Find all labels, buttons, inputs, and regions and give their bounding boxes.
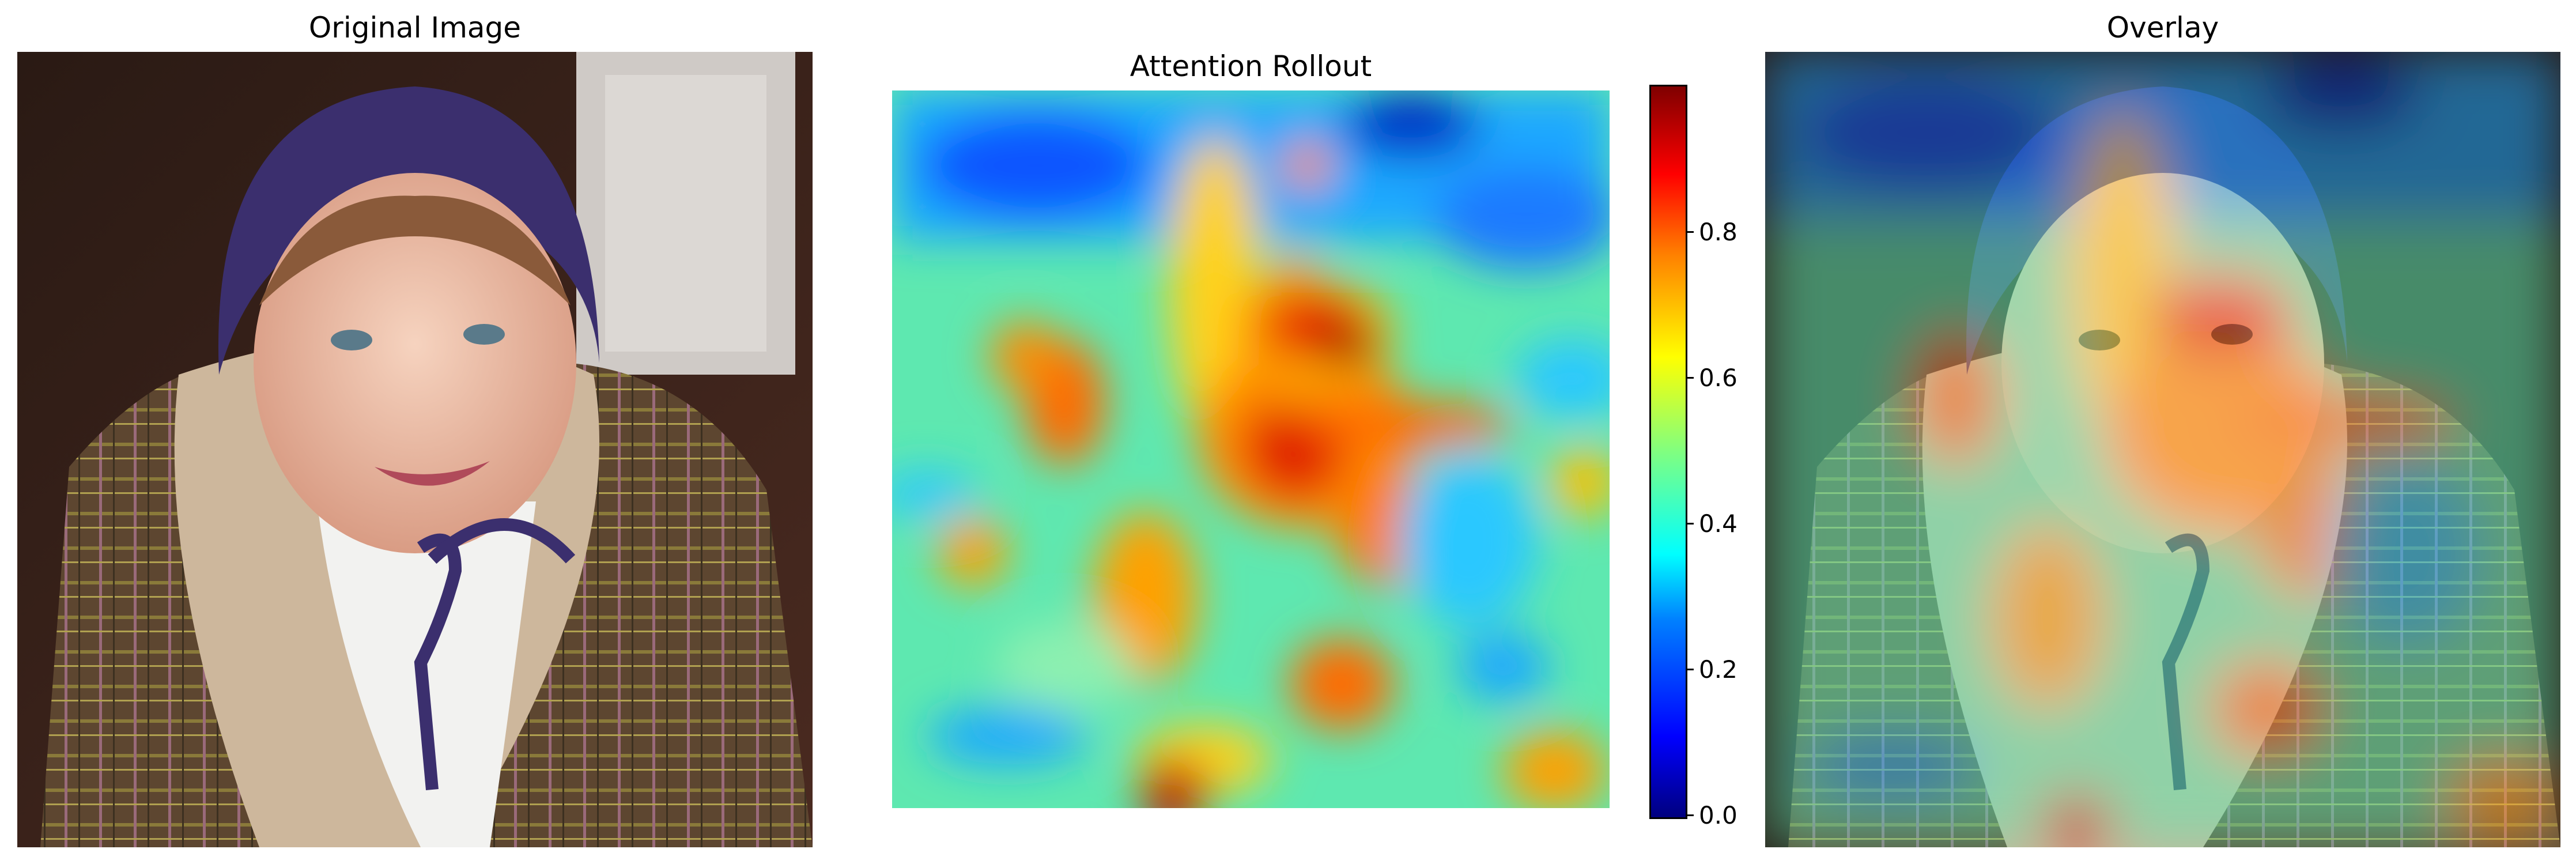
colorbar-tick-mark (1686, 523, 1694, 525)
overlay-image (1765, 52, 2560, 847)
colorbar-tick-label: 0.8 (1699, 218, 1738, 246)
colorbar-tick-mark (1686, 377, 1694, 379)
colorbar-tick-mark (1686, 231, 1694, 233)
attention-rollout-title: Attention Rollout (1130, 50, 1372, 83)
colorbar-tick-label: 0.0 (1699, 801, 1738, 829)
colorbar-tick-mark (1686, 814, 1694, 816)
overlay-title: Overlay (2106, 11, 2219, 44)
colorbar-tick-label: 0.4 (1699, 510, 1738, 538)
attention-heatmap (892, 90, 1610, 808)
colorbar-tick-label: 0.6 (1699, 364, 1738, 392)
colorbar-tick-label: 0.2 (1699, 655, 1738, 684)
colorbar-tick-mark (1686, 669, 1694, 670)
colorbar (1649, 85, 1687, 819)
original-photo (17, 52, 813, 847)
original-image-title: Original Image (308, 11, 522, 44)
